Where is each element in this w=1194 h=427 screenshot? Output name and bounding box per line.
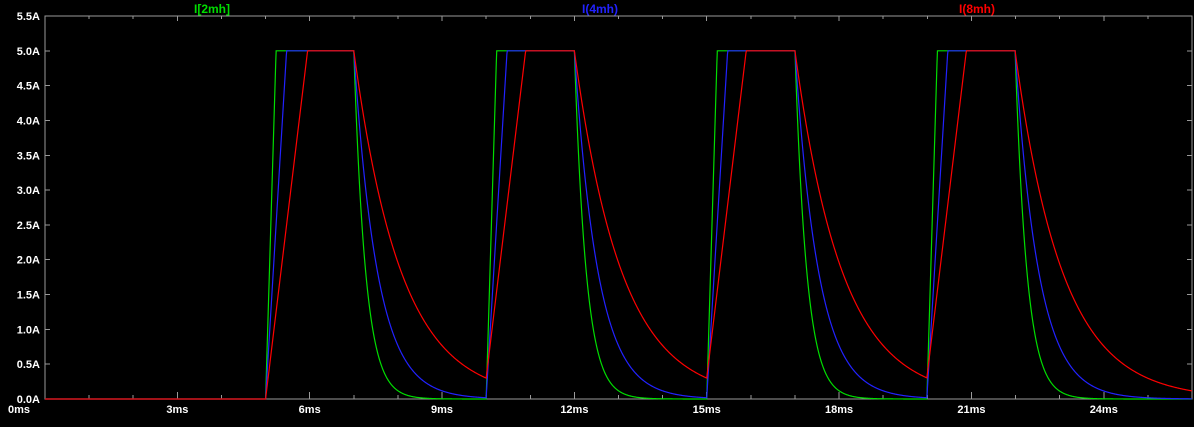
y-tick-label: 5.5A (17, 11, 40, 23)
x-tick-label: 6ms (299, 404, 321, 416)
plot-border (44, 15, 1193, 400)
trace-legend-4mh[interactable]: I(4mh) (582, 2, 618, 16)
x-tick-label: 18ms (825, 404, 853, 416)
x-tick-label: 3ms (166, 404, 188, 416)
y-tick-label: 1.0A (17, 324, 40, 336)
x-tick-label: 15ms (693, 404, 721, 416)
y-tick-label: 4.5A (17, 81, 40, 93)
trace-legend-8mh[interactable]: I(8mh) (959, 2, 995, 16)
trace-8mh (45, 50, 1193, 400)
y-tick-label: 4.0A (17, 115, 40, 127)
y-tick-label: 2.5A (17, 220, 40, 232)
x-tick-label: 9ms (431, 404, 453, 416)
trace-4mh (45, 50, 1192, 400)
x-tick-label: 24ms (1090, 404, 1118, 416)
y-tick-label: 0.0A (17, 394, 40, 406)
x-tick-label: 21ms (957, 404, 985, 416)
y-tick-label: 5.0A (17, 46, 40, 58)
x-tick-label: 0ms (8, 404, 30, 416)
x-tick-label: 12ms (560, 404, 588, 416)
y-tick-label: 3.0A (17, 185, 40, 197)
y-tick-label: 1.5A (17, 290, 40, 302)
y-tick-label: 3.5A (17, 150, 40, 162)
axes (44, 15, 1193, 400)
y-tick-label: 0.5A (17, 359, 40, 371)
y-tick-label: 2.0A (17, 255, 40, 267)
axis-labels: 0ms 3ms 6ms 9ms 12ms 15ms 18ms 21ms 24ms 5.5A 5.0A… (8, 11, 1118, 416)
trace-legend-2mh[interactable]: I[2mh] (194, 2, 230, 16)
traces (45, 50, 1193, 400)
